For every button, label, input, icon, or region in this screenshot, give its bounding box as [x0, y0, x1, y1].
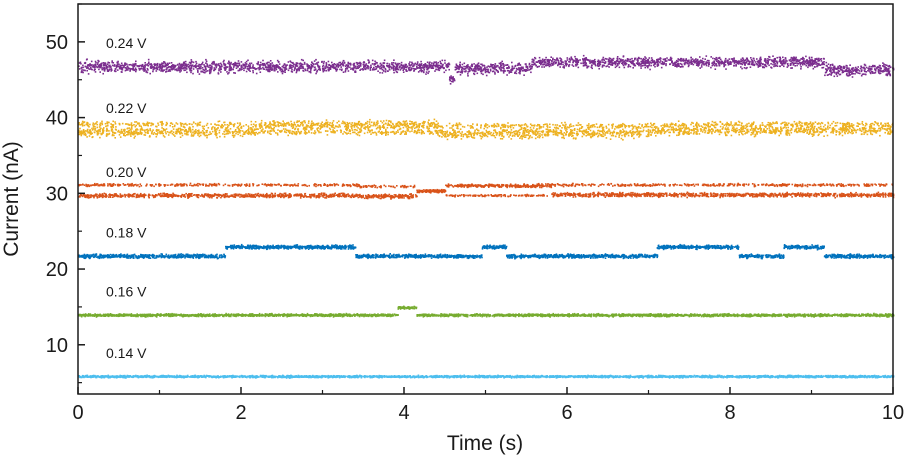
- series-label: 0.14 V: [106, 345, 147, 361]
- x-tick-label: 6: [561, 402, 572, 424]
- series-label: 0.24 V: [106, 35, 147, 51]
- x-tick-label: 2: [235, 402, 246, 424]
- x-tick-label: 0: [72, 402, 83, 424]
- y-tick-label: 30: [46, 183, 68, 205]
- x-tick-label: 10: [882, 402, 904, 424]
- y-tick-label: 40: [46, 108, 68, 130]
- x-axis-ticks: 0 2 4 6 8 10: [72, 387, 904, 424]
- y-tick-label: 10: [46, 335, 68, 357]
- y-axis-title: Current (nA): [0, 141, 23, 257]
- series-label: 0.16 V: [106, 284, 147, 300]
- y-tick-label: 50: [46, 32, 68, 54]
- plot-frame: [77, 3, 894, 395]
- series-trace: [78, 118, 894, 141]
- series-label: 0.18 V: [106, 224, 147, 240]
- series-trace: [78, 182, 895, 200]
- series-trace: [78, 374, 895, 379]
- x-axis-title: Time (s): [447, 432, 523, 455]
- series-trace: [78, 243, 895, 260]
- series-label: 0.20 V: [106, 164, 147, 180]
- y-axis-ticks: 10 20 30 40 50: [46, 3, 85, 384]
- series-label: 0.22 V: [106, 100, 147, 116]
- y-tick-label: 20: [46, 259, 68, 281]
- series-trace: [78, 54, 895, 85]
- series-labels: 0.24 V 0.22 V 0.20 V 0.18 V 0.16 V 0.14 V: [106, 35, 147, 361]
- x-tick-label: 8: [724, 402, 735, 424]
- traces: [78, 54, 895, 379]
- x-tick-label: 4: [398, 402, 409, 424]
- series-trace: [78, 305, 895, 318]
